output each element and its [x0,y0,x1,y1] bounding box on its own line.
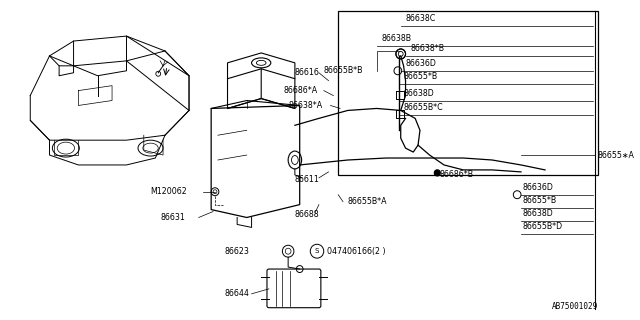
Text: 86644: 86644 [225,289,250,298]
Text: S: S [315,248,319,254]
Text: 86655B*D: 86655B*D [523,222,563,231]
Bar [338,11,598,175]
Text: 86655∗A: 86655∗A [598,150,635,160]
Text: 86686*A: 86686*A [284,86,317,95]
Text: 86638D: 86638D [404,89,435,98]
Text: 86631: 86631 [160,213,185,222]
Text: 86636D: 86636D [523,183,554,192]
Text: 86655*B: 86655*B [523,196,557,204]
Circle shape [435,170,440,176]
Text: 86655B*A: 86655B*A [348,197,387,206]
Text: 86623: 86623 [225,247,250,256]
Text: 86616: 86616 [295,68,320,77]
Text: 86638*A: 86638*A [288,101,323,110]
Text: 047406166(2 ): 047406166(2 ) [326,247,385,256]
Text: 86638B: 86638B [381,34,412,43]
Text: 86688: 86688 [295,210,319,219]
Text: 86638C: 86638C [406,14,436,23]
Text: M120062: M120062 [150,187,188,196]
Text: 86611: 86611 [295,175,320,184]
Text: AB75001029: AB75001029 [552,302,598,311]
Text: 86636D: 86636D [406,59,436,68]
Text: 86638D: 86638D [523,210,554,219]
Text: 86655B*C: 86655B*C [404,103,444,112]
Text: 86686*B: 86686*B [439,170,473,180]
Text: 86655*B: 86655*B [404,72,438,81]
Text: 86655B*B: 86655B*B [324,66,363,75]
Text: 86638*B: 86638*B [410,44,444,53]
